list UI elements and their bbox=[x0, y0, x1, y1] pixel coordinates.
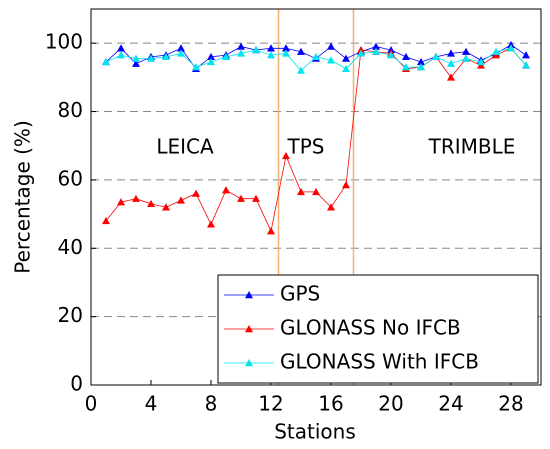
plot-frame bbox=[90, 8, 542, 386]
data-point bbox=[297, 187, 305, 196]
data-point bbox=[282, 151, 290, 160]
data-point bbox=[102, 216, 110, 225]
data-point bbox=[207, 57, 215, 66]
legend-marker bbox=[245, 325, 253, 333]
data-point bbox=[297, 47, 305, 55]
data-point bbox=[132, 54, 140, 62]
data-point bbox=[327, 42, 335, 50]
data-point bbox=[117, 51, 125, 59]
x-tick-label: 28 bbox=[498, 392, 523, 416]
data-point bbox=[402, 52, 410, 61]
data-point bbox=[162, 203, 170, 211]
data-point bbox=[447, 73, 455, 81]
region-label: TRIMBLE bbox=[428, 135, 516, 159]
data-point bbox=[447, 59, 455, 67]
data-point bbox=[117, 198, 125, 206]
y-tick-label: 20 bbox=[58, 303, 83, 327]
data-point bbox=[387, 51, 395, 59]
data-point bbox=[327, 203, 335, 211]
data-point bbox=[267, 51, 275, 59]
data-point bbox=[207, 52, 215, 61]
data-point bbox=[342, 64, 350, 73]
data-point bbox=[282, 49, 290, 57]
x-tick-label: 20 bbox=[378, 392, 403, 416]
data-point bbox=[222, 186, 230, 194]
y-tick-label: 0 bbox=[70, 372, 83, 396]
data-point bbox=[147, 199, 155, 208]
data-point bbox=[492, 47, 500, 55]
data-point bbox=[222, 52, 230, 61]
data-point bbox=[297, 66, 305, 74]
y-tick-label: 80 bbox=[58, 98, 83, 122]
data-point bbox=[522, 51, 530, 59]
data-point bbox=[462, 54, 470, 62]
x-tick-label: 16 bbox=[318, 392, 343, 416]
data-point bbox=[342, 181, 350, 189]
data-point bbox=[507, 44, 515, 52]
data-point bbox=[102, 57, 110, 66]
data-point bbox=[177, 196, 185, 204]
data-point bbox=[162, 52, 170, 61]
data-point bbox=[402, 63, 410, 71]
data-point bbox=[147, 54, 155, 62]
y-tick-label: 60 bbox=[58, 166, 83, 190]
data-point bbox=[192, 63, 200, 71]
data-point bbox=[462, 47, 470, 55]
legend-label: GLONASS With IFCB bbox=[280, 350, 479, 374]
region-label: LEICA bbox=[156, 135, 214, 159]
data-point bbox=[207, 220, 215, 228]
data-point bbox=[522, 61, 530, 69]
data-point bbox=[252, 46, 260, 54]
data-point bbox=[237, 194, 245, 202]
legend-marker bbox=[245, 291, 253, 299]
data-point bbox=[282, 44, 290, 52]
data-point bbox=[477, 57, 485, 66]
data-point bbox=[417, 63, 425, 71]
x-axis-label: Stations bbox=[274, 420, 356, 444]
data-point bbox=[132, 194, 140, 202]
data-point bbox=[192, 189, 200, 197]
data-point bbox=[237, 42, 245, 50]
data-point bbox=[237, 49, 245, 57]
x-tick-label: 24 bbox=[438, 392, 463, 416]
data-point bbox=[252, 194, 260, 202]
x-tick-label: 0 bbox=[85, 392, 98, 416]
data-point bbox=[312, 187, 320, 196]
y-tick-label: 40 bbox=[58, 235, 83, 259]
y-tick-label: 100 bbox=[45, 30, 83, 54]
data-point bbox=[372, 42, 380, 50]
legend-label: GPS bbox=[280, 282, 320, 306]
data-point bbox=[267, 227, 275, 235]
legend-marker bbox=[245, 359, 253, 367]
region-label: TPS bbox=[287, 135, 325, 159]
data-point bbox=[447, 49, 455, 57]
data-point bbox=[117, 44, 125, 52]
data-point bbox=[177, 44, 185, 52]
data-point bbox=[372, 47, 380, 55]
data-point bbox=[312, 52, 320, 61]
data-point bbox=[417, 57, 425, 66]
data-point bbox=[342, 54, 350, 62]
x-tick-label: 4 bbox=[145, 392, 158, 416]
data-point bbox=[432, 52, 440, 61]
data-point bbox=[177, 49, 185, 57]
y-axis-label: Percentage (%) bbox=[11, 120, 35, 273]
data-point bbox=[267, 44, 275, 52]
x-tick-label: 12 bbox=[258, 392, 283, 416]
data-point bbox=[132, 59, 140, 67]
legend-label: GLONASS No IFCB bbox=[280, 316, 461, 340]
data-point bbox=[357, 49, 365, 57]
x-tick-label: 8 bbox=[205, 392, 218, 416]
data-point bbox=[327, 56, 335, 64]
